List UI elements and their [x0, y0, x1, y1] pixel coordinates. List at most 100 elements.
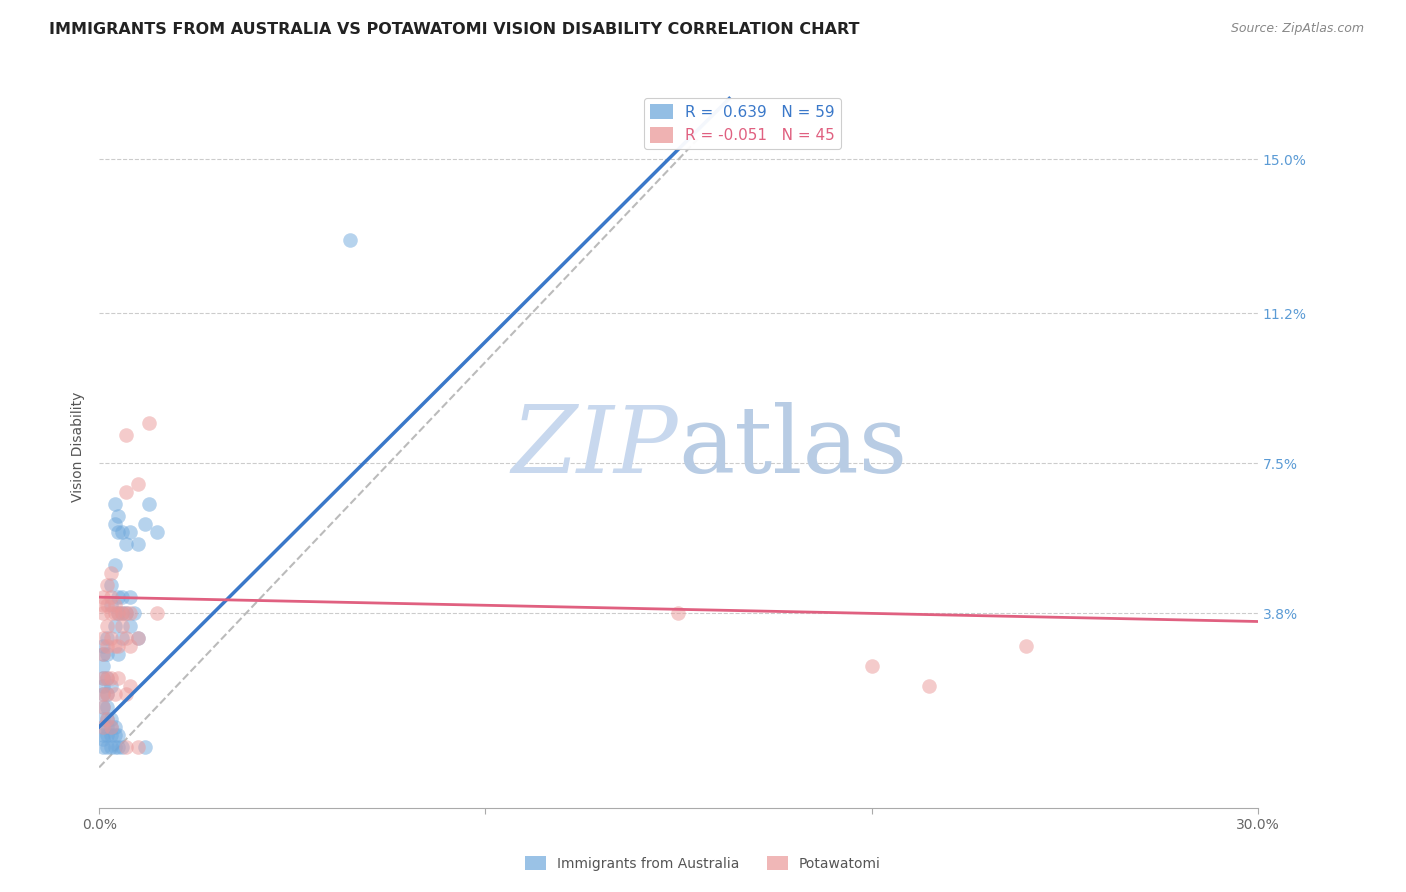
Point	[103, 740, 125, 755]
Point	[118, 607, 141, 621]
Point	[96, 720, 118, 734]
Point	[134, 517, 156, 532]
Point	[100, 740, 122, 755]
Point	[96, 740, 118, 755]
Point	[100, 728, 122, 742]
Point	[111, 590, 134, 604]
Legend: Immigrants from Australia, Potawatomi: Immigrants from Australia, Potawatomi	[519, 850, 887, 876]
Text: ZIP: ZIP	[512, 402, 679, 492]
Point	[91, 639, 114, 653]
Y-axis label: Vision Disability: Vision Disability	[72, 392, 86, 502]
Point	[96, 728, 118, 742]
Point	[103, 599, 125, 613]
Point	[111, 607, 134, 621]
Point	[96, 599, 118, 613]
Point	[860, 659, 883, 673]
Point	[118, 618, 141, 632]
Point	[100, 578, 122, 592]
Point	[111, 607, 134, 621]
Point	[100, 720, 122, 734]
Point	[115, 484, 138, 499]
Point	[918, 679, 941, 693]
Point	[107, 671, 129, 685]
Point	[100, 712, 122, 726]
Point	[96, 631, 118, 645]
Point	[91, 607, 114, 621]
Point	[91, 599, 114, 613]
Point	[100, 631, 122, 645]
Point	[91, 699, 114, 714]
Point	[91, 647, 114, 661]
Point	[91, 679, 114, 693]
Point	[96, 578, 118, 592]
Point	[103, 558, 125, 572]
Point	[96, 699, 118, 714]
Point	[100, 720, 122, 734]
Point	[91, 590, 114, 604]
Point	[115, 607, 138, 621]
Point	[127, 740, 149, 755]
Text: atlas: atlas	[679, 402, 908, 492]
Point	[91, 631, 114, 645]
Point	[118, 639, 141, 653]
Point	[107, 607, 129, 621]
Point	[91, 688, 114, 702]
Point	[107, 509, 129, 524]
Point	[115, 740, 138, 755]
Point	[100, 671, 122, 685]
Point	[91, 740, 114, 755]
Point	[115, 537, 138, 551]
Legend: R =  0.639   N = 59, R = -0.051   N = 45: R = 0.639 N = 59, R = -0.051 N = 45	[644, 97, 841, 150]
Point	[115, 607, 138, 621]
Point	[91, 659, 114, 673]
Point	[111, 525, 134, 540]
Text: IMMIGRANTS FROM AUSTRALIA VS POTAWATOMI VISION DISABILITY CORRELATION CHART: IMMIGRANTS FROM AUSTRALIA VS POTAWATOMI …	[49, 22, 859, 37]
Point	[127, 631, 149, 645]
Point	[107, 740, 129, 755]
Point	[103, 517, 125, 532]
Point	[100, 679, 122, 693]
Point	[111, 618, 134, 632]
Point	[134, 740, 156, 755]
Point	[115, 688, 138, 702]
Point	[91, 647, 114, 661]
Point	[91, 671, 114, 685]
Point	[91, 688, 114, 702]
Point	[103, 688, 125, 702]
Point	[103, 639, 125, 653]
Point	[339, 234, 361, 248]
Point	[118, 679, 141, 693]
Point	[127, 631, 149, 645]
Point	[96, 712, 118, 726]
Point	[138, 416, 160, 430]
Point	[91, 671, 114, 685]
Point	[91, 728, 114, 742]
Point	[111, 740, 134, 755]
Point	[103, 720, 125, 734]
Text: Source: ZipAtlas.com: Source: ZipAtlas.com	[1230, 22, 1364, 36]
Point	[107, 639, 129, 653]
Point	[103, 728, 125, 742]
Point	[146, 525, 169, 540]
Point	[127, 476, 149, 491]
Point	[103, 497, 125, 511]
Point	[138, 497, 160, 511]
Point	[91, 720, 114, 734]
Point	[91, 712, 114, 726]
Point	[115, 428, 138, 442]
Point	[100, 607, 122, 621]
Point	[96, 712, 118, 726]
Point	[107, 525, 129, 540]
Point	[107, 590, 129, 604]
Point	[91, 732, 114, 747]
Point	[103, 618, 125, 632]
Point	[127, 537, 149, 551]
Point	[91, 699, 114, 714]
Point	[96, 688, 118, 702]
Point	[96, 671, 118, 685]
Point	[91, 720, 114, 734]
Point	[146, 607, 169, 621]
Point	[111, 631, 134, 645]
Point	[122, 607, 145, 621]
Point	[668, 607, 690, 621]
